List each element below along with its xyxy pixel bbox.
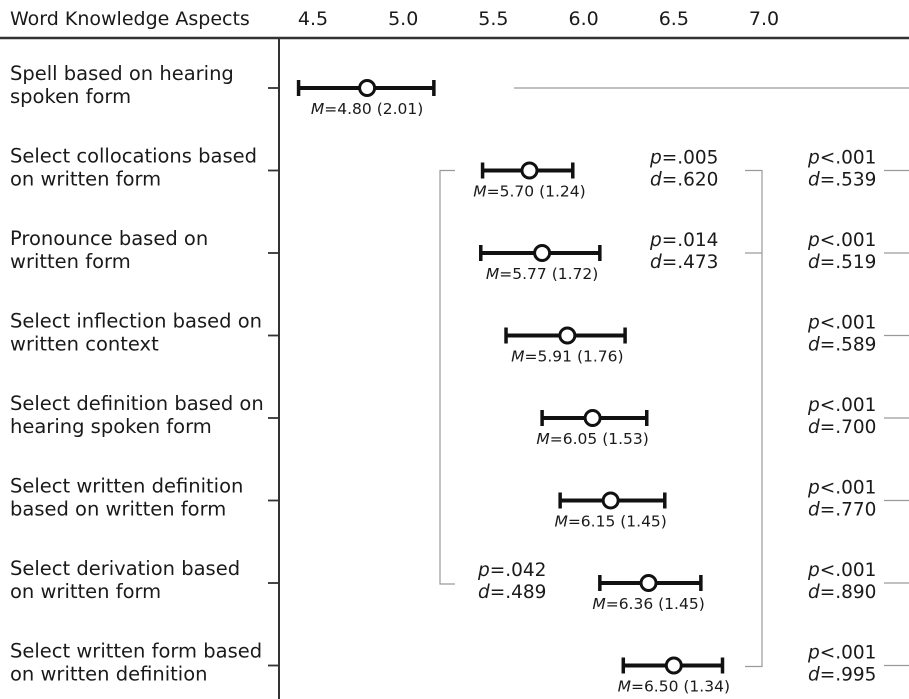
row-label: Select inflection based on [10,310,262,333]
right-p-value: p<.001 [807,148,876,169]
right-d-value: d=.700 [808,417,876,438]
right-d-value: d=.770 [808,500,876,521]
mean-point [664,656,683,675]
row-label: spoken form [10,85,131,108]
x-tick-label: 5.5 [478,8,508,30]
row-label: Select written form based [10,640,262,663]
row-label: Spell based on hearing [10,62,234,85]
axes-group: Word Knowledge Aspects 4.5 5.0 5.5 6.0 6.5 7.0 [0,8,909,699]
mean-label: M=5.91 (1.76) [511,348,623,366]
comparison-brackets [439,87,909,668]
x-tick-label: 6.5 [659,8,689,30]
right-p-value: p<.001 [807,560,876,581]
mean-label: M=5.70 (1.24) [473,183,585,201]
bracket-right [745,169,763,668]
mean-label: M=6.15 (1.45) [554,513,666,531]
row-label: Select written definition [10,475,243,498]
right-p-value: p<.001 [807,230,876,251]
row-label: based on written form [10,498,226,521]
mean-point [639,574,658,592]
mean-label: M=6.50 (1.34) [618,678,730,696]
x-tick-label: 6.0 [568,8,598,30]
row-label: on written form [10,580,161,603]
middle-d-value: d=.620 [650,170,718,191]
row-label: Select derivation based [10,557,240,580]
mean-point [358,79,377,97]
mean-point [558,326,577,345]
mean-point [583,409,602,427]
mean-label: M=5.77 (1.72) [486,265,598,283]
right-d-value: d=.995 [808,665,876,686]
row-label: on written definition [10,663,208,686]
row-label: on written form [10,168,161,191]
row-label: Select definition based on [10,392,264,415]
row-label: Select collocations based [10,145,257,168]
mean-point [533,244,552,262]
right-p-value: p<.001 [807,643,876,664]
middle-p-value: p=.042 [477,560,546,581]
right-d-value: d=.519 [808,252,876,273]
row-label: written form [10,250,131,273]
right-d-value: d=.539 [808,170,876,191]
mean-label: M=4.80 (2.01) [311,100,423,118]
bracket-left [439,169,455,585]
right-d-value: d=.589 [808,335,876,356]
right-p-value: p<.001 [807,395,876,416]
middle-d-value: d=.473 [650,252,718,273]
mean-point [520,161,539,180]
row-label: hearing spoken form [10,415,212,438]
x-tick-label: 7.0 [749,8,779,30]
mean-label: M=6.36 (1.45) [592,595,704,613]
x-tick-label: 4.5 [298,8,328,30]
x-tick-label: 5.0 [388,8,418,30]
right-p-value: p<.001 [807,313,876,334]
middle-d-value: d=.489 [478,582,546,603]
row-label: Pronounce based on [10,227,208,250]
middle-p-value: p=.014 [649,230,718,251]
right-p-value: p<.001 [807,478,876,499]
header-label: Word Knowledge Aspects [10,8,250,30]
middle-p-value: p=.005 [649,148,718,169]
mean-label: M=6.05 (1.53) [536,430,648,448]
mean-point [601,491,620,510]
row-label: written context [10,333,159,356]
right-d-value: d=.890 [808,582,876,603]
